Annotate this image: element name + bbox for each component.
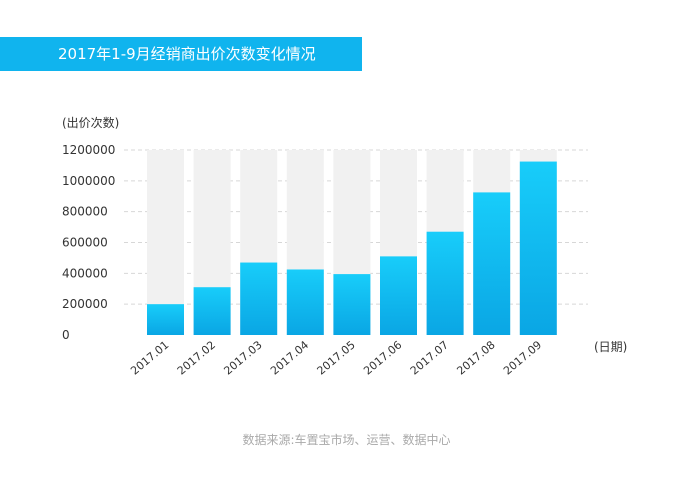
- x-tick-label: 2017.04: [268, 338, 311, 377]
- y-tick-label: 400000: [62, 266, 108, 280]
- bar: [473, 192, 511, 335]
- bar: [333, 274, 371, 335]
- data-source-note: 数据来源:车置宝市场、运营、数据中心: [242, 433, 451, 447]
- bar: [426, 231, 464, 335]
- bar: [380, 256, 417, 335]
- y-tick-label: 1200000: [62, 143, 115, 157]
- bar: [519, 161, 557, 335]
- y-axis-label: (出价次数): [62, 115, 119, 130]
- bar: [286, 269, 324, 335]
- chart-title: 2017年1-9月经销商出价次数变化情况: [58, 45, 316, 63]
- y-tick-label: 1000000: [62, 174, 115, 188]
- bar: [193, 287, 231, 335]
- x-tick-label: 2017.01: [128, 338, 171, 377]
- x-axis-label: (日期): [594, 340, 627, 354]
- x-tick-label: 2017.07: [408, 338, 451, 377]
- x-tick-label: 2017.08: [454, 338, 497, 377]
- bar: [147, 304, 184, 335]
- x-tick-label: 2017.03: [221, 338, 264, 377]
- y-tick-label: 800000: [62, 205, 108, 219]
- y-tick-label: 200000: [62, 297, 108, 311]
- y-tick-label: 0: [62, 328, 70, 342]
- title-bar: 2017年1-9月经销商出价次数变化情况: [0, 37, 362, 71]
- x-tick-label: 2017.06: [361, 338, 404, 377]
- bar-chart: (出价次数) 0 200000 400000 600000 800000 1000000 12…: [62, 115, 627, 378]
- x-tick-label: 2017.09: [501, 338, 544, 377]
- x-tick-label: 2017.05: [315, 338, 358, 377]
- bar: [240, 262, 278, 335]
- y-tick-label: 600000: [62, 236, 108, 250]
- x-tick-label: 2017.02: [175, 338, 218, 377]
